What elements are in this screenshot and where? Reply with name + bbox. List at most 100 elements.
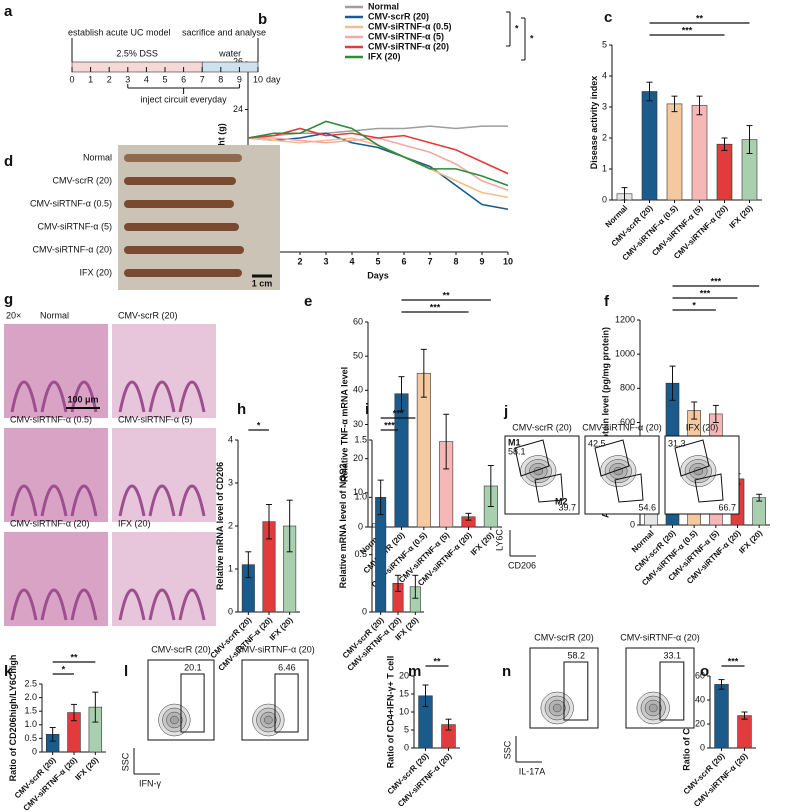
- gate-value: 42.5: [588, 438, 606, 448]
- y-tick-label: 1.0: [354, 492, 367, 502]
- photo: [118, 145, 280, 290]
- gate: [514, 439, 550, 477]
- tissue-fold: [148, 484, 176, 517]
- y-axis-label: Relative mRNA level of CD206: [215, 462, 225, 590]
- y-tick-label: 0: [700, 742, 705, 752]
- contour: [162, 707, 187, 733]
- contour: [524, 459, 552, 484]
- bar: [666, 103, 683, 201]
- gate-value: 66.7: [718, 502, 736, 512]
- legend-label: CMV-siRTNF-α (0.5): [368, 21, 452, 31]
- contour: [252, 703, 285, 737]
- x-tick-label: IFX (20): [737, 528, 764, 555]
- flow-title: CMV-siRTNF-α (20): [235, 644, 315, 654]
- x-tick-label: 2: [297, 256, 302, 266]
- flow-plot: [664, 435, 740, 515]
- significance-label: *: [515, 23, 519, 33]
- tissue-fold: [178, 484, 206, 517]
- day-label: 1: [88, 74, 93, 84]
- day-label: 4: [144, 74, 149, 84]
- day-label: 10: [253, 74, 263, 84]
- contour: [544, 695, 570, 721]
- flow-plot: [504, 435, 580, 515]
- y-tick-label: 20: [353, 453, 363, 463]
- colon-tissue: [124, 246, 244, 254]
- panel-letter: e: [304, 293, 312, 310]
- y-tick-label: 10: [399, 706, 409, 716]
- contour: [644, 699, 662, 717]
- significance-label: **: [70, 652, 78, 662]
- contour: [158, 703, 191, 737]
- histology-image: [4, 324, 108, 418]
- panel-letter: k: [4, 663, 13, 680]
- y-tick-label: 5: [602, 39, 607, 49]
- panel-letter: f: [604, 293, 610, 310]
- gate-value: 20.1: [184, 662, 202, 672]
- y-tick-label: 2.0: [24, 692, 37, 702]
- histology-label: CMV-scrR (20): [118, 310, 178, 320]
- tissue-fold: [70, 380, 98, 413]
- y-tick-label: 50: [353, 351, 363, 361]
- panel-letter: m: [408, 663, 421, 680]
- y-tick-label: 3: [228, 477, 233, 487]
- x-tick-label: 3: [323, 256, 328, 266]
- y-axis-label: Disease activity index: [589, 76, 599, 170]
- tissue-fold: [40, 380, 68, 413]
- flow-x-label: IL-17A: [519, 766, 546, 776]
- gate: [614, 473, 644, 503]
- y-tick-label: 1: [602, 163, 607, 173]
- flow-y-label: LY6C: [494, 529, 504, 551]
- timeline-note: inject circuit everyday: [141, 94, 228, 104]
- gate-value: 58.2: [567, 650, 585, 660]
- significance-label: ***: [682, 25, 693, 35]
- contour: [684, 459, 712, 484]
- tissue-fold: [118, 380, 146, 413]
- significance-label: ***: [728, 656, 739, 666]
- significance-label: ***: [393, 408, 404, 418]
- contour: [680, 455, 717, 487]
- y-tick-label: 0: [404, 742, 409, 752]
- legend-label: CMV-siRTNF-α (20): [368, 41, 449, 51]
- panel-letter: l: [124, 663, 128, 680]
- colon-tissue: [124, 200, 234, 208]
- gate-name: M1: [508, 437, 521, 447]
- row-label: CMV-siRTNF-α (0.5): [30, 198, 112, 208]
- significance-label: *: [530, 33, 534, 43]
- y-tick-label: 0: [630, 519, 635, 529]
- y-tick-label: 30: [353, 419, 363, 429]
- x-tick-label: IFX (20): [469, 530, 496, 557]
- x-tick-label: IFX (20): [728, 203, 755, 230]
- panel-letter: i: [365, 401, 369, 418]
- tissue-fold: [178, 380, 206, 413]
- histology-label: IFX (20): [118, 518, 151, 528]
- colon-tissue: [124, 269, 242, 277]
- significance-label: ***: [384, 420, 395, 430]
- gate: [180, 673, 205, 733]
- gate-value: 39.7: [558, 502, 576, 512]
- y-tick-label: 1.5: [24, 706, 37, 716]
- tissue-fold: [118, 588, 146, 621]
- bar: [716, 143, 733, 201]
- day-label: 7: [200, 74, 205, 84]
- gate: [274, 673, 299, 733]
- contour: [166, 711, 183, 729]
- colon-tissue: [124, 177, 236, 185]
- panel-letter: a: [4, 3, 13, 20]
- y-tick-label: 1.0: [24, 719, 37, 729]
- y-tick-label: 0: [32, 746, 37, 756]
- tissue-fold: [10, 380, 38, 413]
- gate-value: 6.46: [278, 662, 296, 672]
- y-tick-label: 0: [602, 194, 607, 204]
- y-tick-label: 2.5: [24, 678, 37, 688]
- timeline-note: 2.5% DSS: [116, 48, 158, 58]
- y-tick-label: 4: [228, 434, 233, 444]
- y-tick-label: 0.5: [24, 733, 37, 743]
- panel-letter: j: [503, 403, 508, 420]
- histology-label: Normal: [40, 310, 69, 320]
- y-axis-label: Absolute TNF-α protein level (pg/mg prot…: [600, 327, 610, 518]
- contour: [604, 459, 632, 484]
- contour: [170, 715, 179, 725]
- flow-y-label: SSC: [502, 740, 512, 759]
- y-tick-label: 0: [358, 521, 363, 531]
